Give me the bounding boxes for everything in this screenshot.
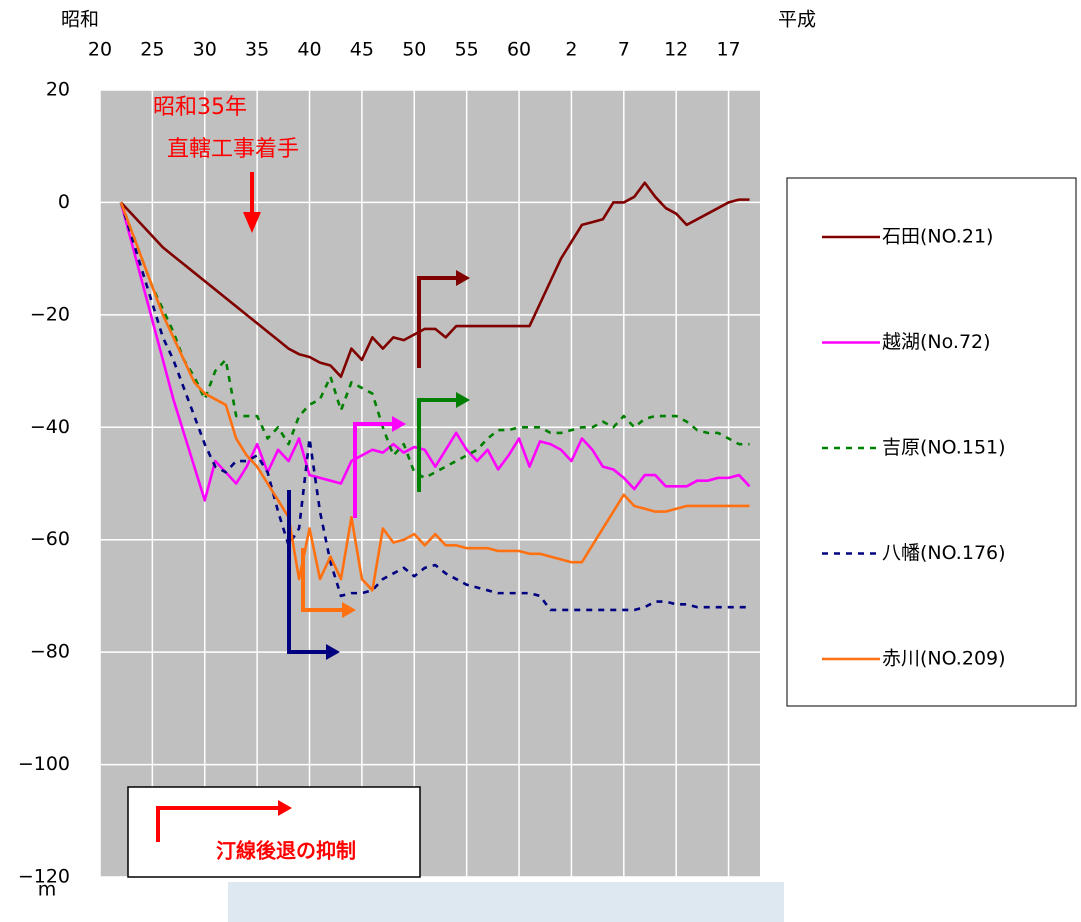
legend-label: 八幡(NO.176) [882, 542, 1006, 564]
note-text: 汀線後退の抑制 [216, 839, 356, 863]
x-tick-label: 17 [716, 39, 740, 61]
arrow-head [342, 602, 356, 618]
note-box [127, 786, 421, 878]
legend-label: 吉原(NO.151) [882, 437, 1006, 459]
arrow-head [456, 270, 470, 286]
note-arrow-head [278, 800, 292, 816]
y-tick-label: −40 [30, 416, 70, 438]
arrow [287, 490, 326, 654]
lines [119, 181, 751, 612]
arrow-head [392, 416, 406, 432]
annotation: 昭和35年 [153, 95, 247, 120]
x-tick-label: 20 [88, 39, 112, 61]
y-unit: m [38, 879, 57, 901]
series-line [119, 201, 750, 592]
legend-label: 赤川(NO.209) [882, 648, 1006, 670]
x-tick-label: 35 [245, 39, 269, 61]
y-tick-label: −80 [30, 641, 70, 663]
arrow [417, 398, 456, 492]
note-arrow [156, 806, 278, 842]
y-tick-label: 20 [46, 79, 70, 101]
x-tick-label: 12 [664, 39, 688, 61]
measure-arrows [287, 270, 470, 660]
y-tick-label: −20 [30, 303, 70, 325]
legend-box [786, 177, 1077, 707]
x-tick-label: 55 [455, 39, 479, 61]
y-tick-label: 0 [58, 191, 70, 213]
x-tick-label: 2 [565, 39, 577, 61]
arrow [417, 276, 456, 368]
arrow [301, 548, 342, 612]
y-tick-label: −60 [30, 528, 70, 550]
y-tick-label: −100 [18, 753, 70, 775]
era-label: 平成 [778, 9, 816, 31]
annotation: 直轄工事着手 [167, 137, 299, 162]
arrow [353, 422, 392, 518]
annotation-arrow-head [243, 212, 261, 233]
x-tick-label: 60 [507, 39, 531, 61]
legend-label: 石田(NO.21) [882, 226, 993, 248]
x-tick-label: 40 [297, 39, 321, 61]
x-tick-label: 7 [618, 39, 630, 61]
x-tick-label: 25 [140, 39, 164, 61]
series-line [119, 202, 750, 612]
y-tick-label: −120 [18, 866, 70, 888]
era-label: 昭和 [61, 9, 99, 31]
x-tick-label: 50 [402, 39, 426, 61]
legend: 石田(NO.21) 越湖(No.72) 吉原(NO.151) 八幡(NO.176) 赤川… [822, 226, 1006, 670]
x-tick-label: 45 [350, 39, 374, 61]
legend-label: 越湖(No.72) [882, 331, 991, 353]
arrow-head [326, 644, 340, 660]
x-tick-label: 30 [193, 39, 217, 61]
map-strip [228, 882, 784, 922]
series-line [120, 181, 750, 378]
arrow-head [456, 392, 470, 408]
